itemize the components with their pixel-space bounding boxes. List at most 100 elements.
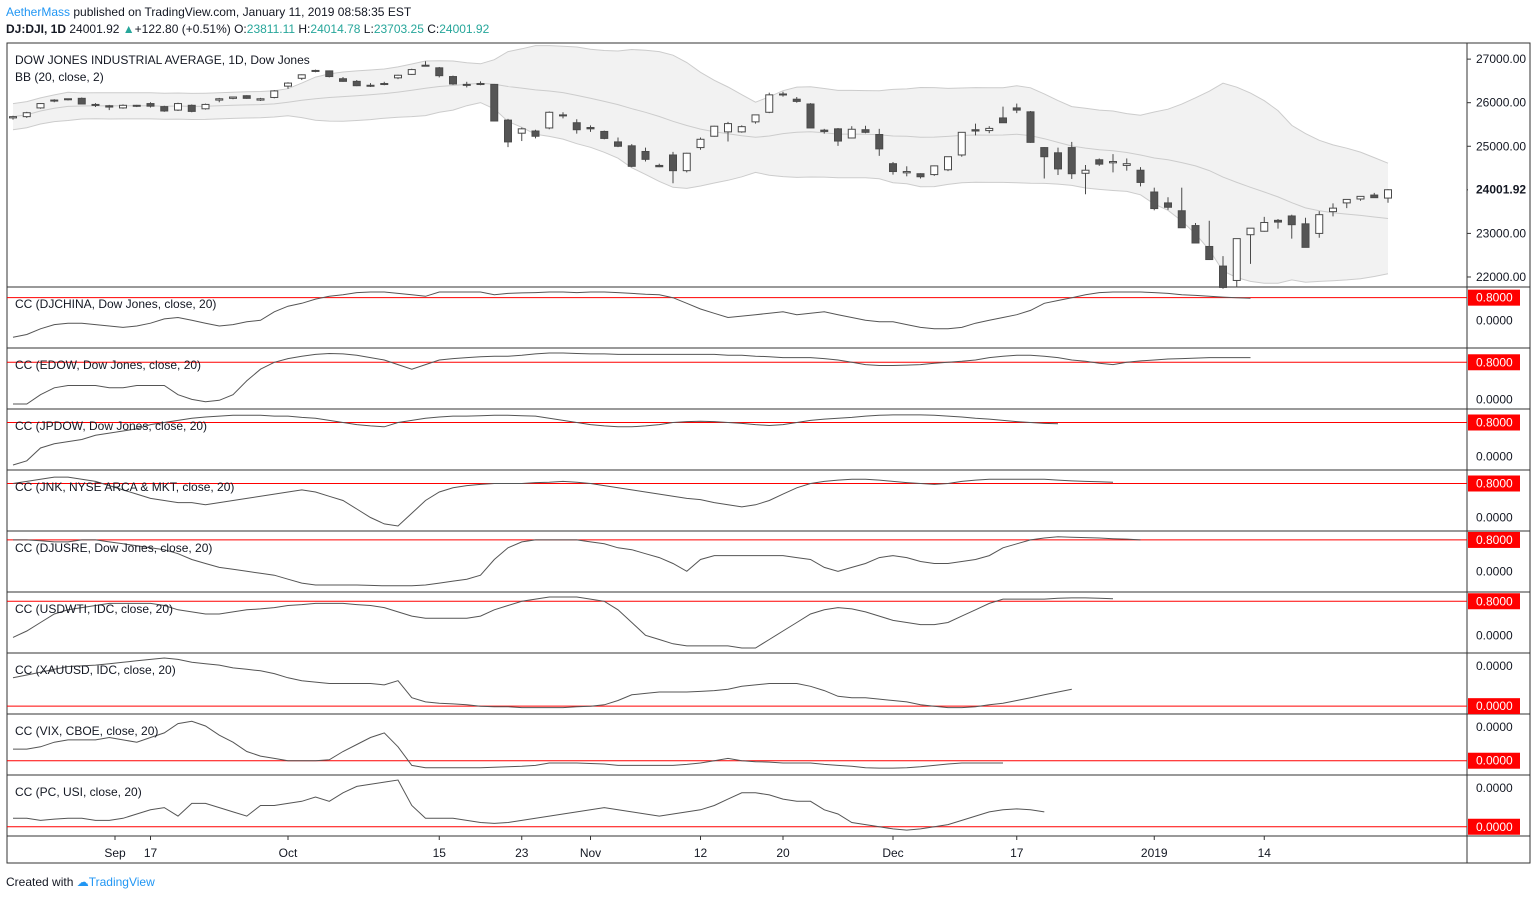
tradingview-logo-icon[interactable]: ☁	[76, 875, 89, 889]
candle-down-body	[1205, 245, 1214, 261]
candle	[1287, 214, 1296, 239]
candle-down-body	[421, 64, 430, 67]
footer: Created with ☁TradingView	[6, 875, 155, 889]
candle-down-body	[449, 76, 457, 85]
candle	[902, 166, 911, 177]
correlation-line	[12, 657, 1072, 709]
candle-down-body	[146, 103, 155, 107]
candle-up-body	[957, 131, 966, 156]
publish-header: AetherMass published on TradingView.com,…	[6, 5, 411, 19]
candle	[655, 163, 664, 168]
candle-up-body	[256, 98, 265, 101]
candle	[1342, 198, 1351, 209]
time-tick-label: 17	[1010, 846, 1024, 860]
candle	[875, 128, 884, 156]
candle	[737, 125, 746, 133]
candle-down-body	[655, 164, 664, 168]
candle	[1150, 187, 1159, 211]
candle-up-body	[215, 98, 224, 101]
candle-down-body	[490, 83, 499, 122]
candle-up-body	[201, 103, 210, 110]
candle	[421, 61, 430, 67]
candle	[971, 123, 980, 136]
candle-up-body	[1081, 169, 1090, 174]
candle-down-body	[77, 97, 86, 105]
author-link[interactable]: AetherMass	[6, 5, 71, 19]
candle	[847, 126, 856, 139]
threshold-badge-label: 0.0000	[1476, 754, 1513, 768]
threshold-badge	[1468, 531, 1520, 548]
candle	[834, 127, 842, 146]
candle-up-body	[737, 126, 746, 133]
candle	[779, 91, 787, 97]
correlation-line	[13, 536, 1141, 587]
correlation-line	[13, 352, 1251, 405]
candle-up-body	[9, 116, 17, 119]
candle	[1329, 203, 1337, 217]
candle-down-body	[1150, 191, 1159, 210]
main-title: DOW JONES INDUSTRIAL AVERAGE, 1D, Dow Jo…	[15, 53, 310, 67]
correlation-line	[12, 476, 1114, 527]
indicator-axis-tick: 0.0000	[1476, 450, 1513, 464]
candle	[545, 111, 554, 130]
candle-up-body	[985, 127, 994, 132]
candle-up-body	[22, 112, 31, 118]
candle	[77, 97, 86, 105]
candle-up-body	[380, 83, 389, 86]
candle	[64, 98, 72, 101]
indicator-axis-tick: 0.0000	[1476, 781, 1513, 795]
tradingview-brand[interactable]: TradingView	[88, 875, 155, 889]
threshold-badge	[1468, 354, 1520, 371]
candle-up-body	[765, 94, 774, 113]
footer-created-with: Created with	[6, 875, 74, 889]
threshold-badge	[1468, 698, 1520, 715]
time-tick-label: 2019	[1141, 846, 1168, 860]
candle	[985, 126, 994, 134]
candle	[229, 96, 237, 100]
candle	[1315, 211, 1324, 238]
candle-down-body	[641, 150, 650, 160]
bollinger-label: BB (20, close, 2)	[15, 70, 104, 84]
candle-up-body	[407, 69, 416, 75]
candle-up-body	[270, 90, 279, 98]
time-tick-label: 20	[776, 846, 790, 860]
correlation-line	[13, 720, 1003, 769]
candle	[297, 74, 306, 81]
close-label: C:	[427, 22, 440, 36]
candle	[490, 83, 499, 122]
candle-down-body	[627, 145, 636, 167]
candle-up-body	[710, 125, 719, 137]
candle-down-body	[559, 114, 567, 117]
candle-down-body	[1067, 147, 1076, 175]
candle	[765, 92, 774, 114]
candle-up-body	[462, 83, 471, 86]
open-label: O:	[234, 22, 247, 36]
change-value: +122.80 (+0.51%)	[134, 22, 231, 36]
threshold-badge-label: 0.8000	[1476, 416, 1513, 430]
threshold-badge	[1468, 818, 1520, 835]
candle	[930, 165, 939, 176]
indicator-axis-tick: 0.0000	[1476, 313, 1513, 327]
indicator-label: CC (DJCHINA, Dow Jones, close, 20)	[15, 297, 216, 311]
candle	[1246, 227, 1255, 264]
close-value: 24001.92	[439, 22, 490, 36]
candle-down-body	[1012, 107, 1021, 111]
candle-up-body	[1356, 195, 1365, 200]
candle-up-body	[284, 82, 292, 87]
price-tick-label: 23000.00	[1476, 226, 1526, 240]
threshold-badge-label: 0.0000	[1476, 699, 1513, 713]
bollinger-upper-line	[12, 45, 1389, 164]
candle	[724, 121, 732, 142]
indicator-label: CC (JNK, NYSE ARCA & MKT, close, 20)	[15, 480, 234, 494]
time-tick-label: 23	[515, 846, 529, 860]
candle-up-body	[545, 111, 554, 129]
threshold-badge-label: 0.8000	[1476, 533, 1513, 547]
candle	[256, 97, 265, 101]
candle-up-body	[930, 165, 939, 176]
indicator-label: CC (XAUUSD, IDC, close, 20)	[15, 663, 176, 677]
last-price-badge	[1468, 181, 1526, 198]
ohlc-header: DJ:DJI, 1D 24001.92 ▲+122.80 (+0.51%) O:…	[6, 22, 489, 36]
candle-down-body	[600, 130, 609, 139]
candle-down-body	[242, 95, 251, 99]
